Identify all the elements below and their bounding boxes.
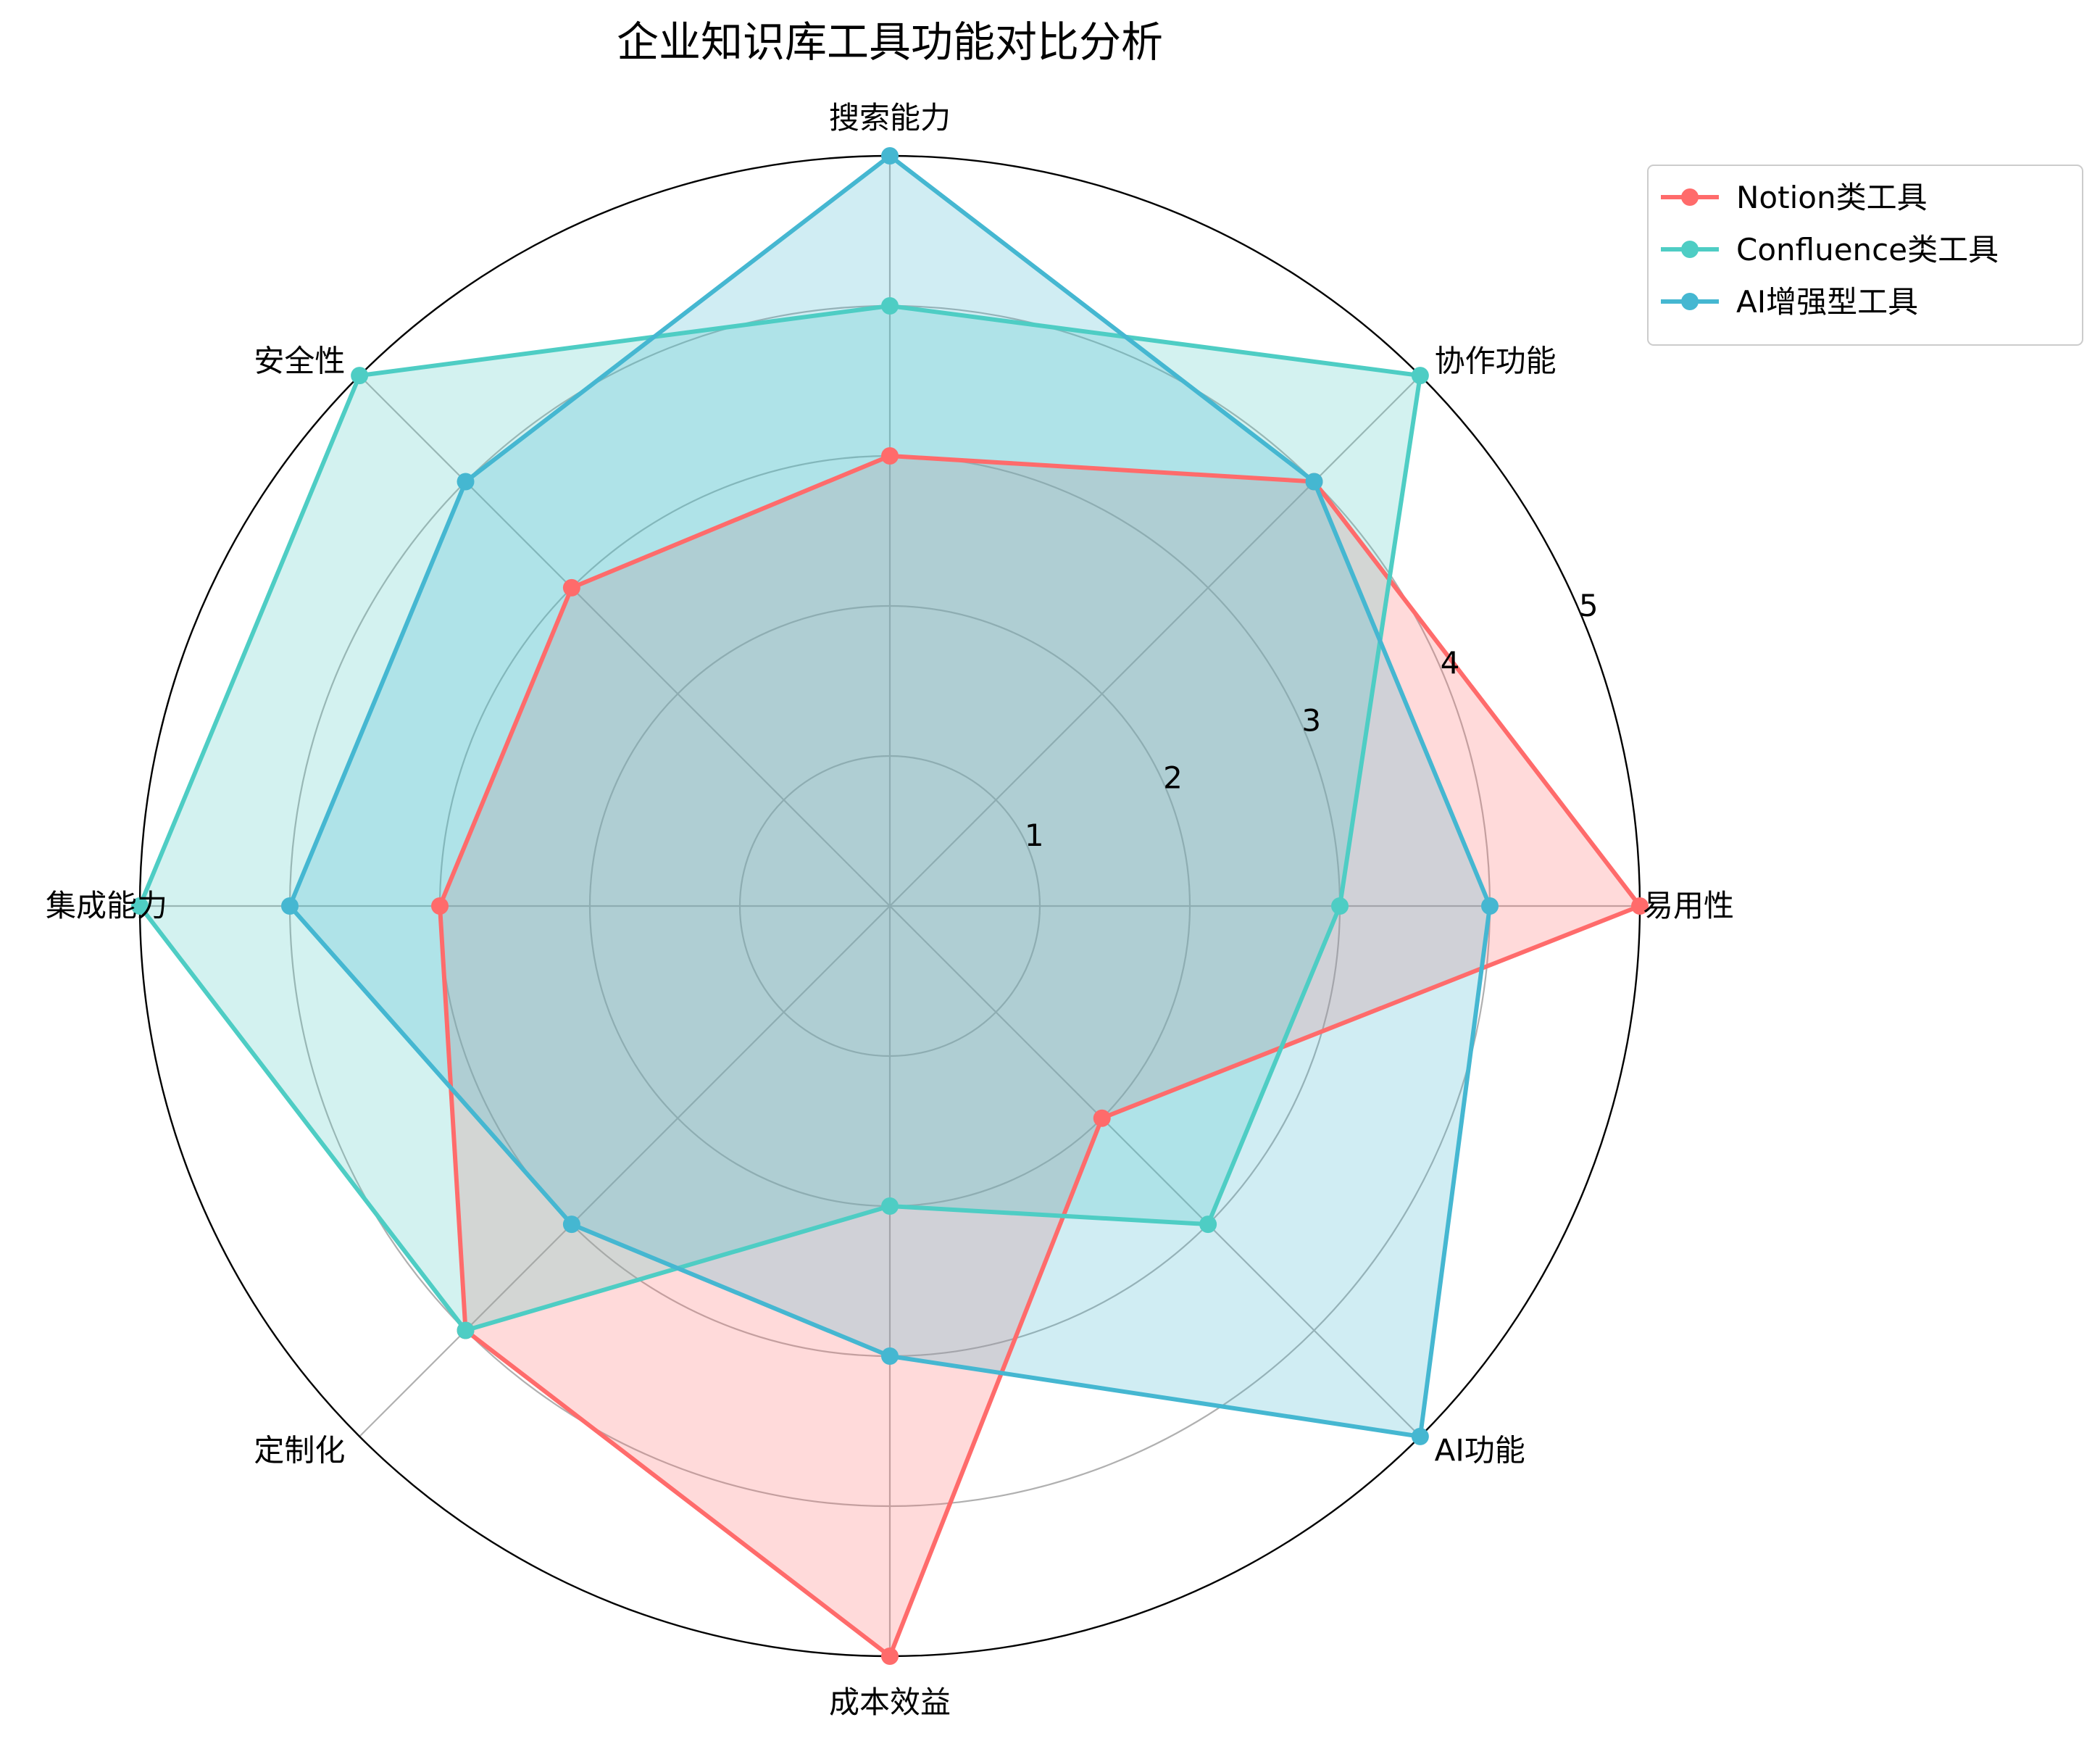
legend-swatch-marker — [1681, 241, 1699, 258]
series-area-0 — [440, 456, 1640, 1656]
radar-series — [131, 147, 1649, 1665]
series-point-2-5 — [562, 1216, 580, 1234]
legend-label: Notion类工具 — [1736, 180, 1928, 215]
series-point-0-2 — [881, 447, 899, 465]
series-point-0-0 — [1631, 897, 1649, 915]
series-point-2-4 — [281, 897, 299, 915]
category-label: 定制化 — [254, 1433, 345, 1468]
series-point-1-6 — [881, 1197, 899, 1215]
series-point-0-3 — [562, 578, 580, 597]
category-label: 搜索能力 — [829, 100, 951, 136]
series-point-0-6 — [881, 1647, 899, 1665]
category-label: 集成能力 — [46, 888, 167, 923]
series-point-1-3 — [351, 367, 369, 385]
legend-frame — [1647, 165, 2083, 346]
category-label: AI功能 — [1435, 1433, 1525, 1468]
category-label: 安全性 — [254, 343, 345, 378]
series-point-1-7 — [1199, 1216, 1217, 1234]
r-tick-label: 2 — [1163, 760, 1183, 796]
legend-label: Confluence类工具 — [1736, 232, 1999, 267]
grid-spoke — [359, 375, 891, 907]
series-point-1-0 — [1331, 897, 1349, 915]
series-point-2-2 — [881, 147, 899, 165]
legend-label: AI增强型工具 — [1736, 284, 1918, 320]
category-label: 协作功能 — [1435, 343, 1557, 378]
r-tick-label: 5 — [1579, 588, 1599, 623]
r-tick-label: 3 — [1301, 702, 1321, 738]
category-label: 易用性 — [1643, 888, 1734, 923]
series-point-2-3 — [457, 473, 475, 491]
r-tick-label: 1 — [1025, 818, 1044, 853]
series-point-1-2 — [881, 297, 899, 315]
legend-swatch-marker — [1681, 188, 1699, 206]
r-tick-label: 4 — [1441, 645, 1460, 681]
series-point-1-1 — [1411, 367, 1429, 385]
series-point-2-6 — [881, 1347, 899, 1365]
legend: Notion类工具 Confluence类工具 AI增强型工具 — [1647, 165, 2083, 346]
legend-swatch-marker — [1681, 293, 1699, 310]
series-point-0-4 — [431, 897, 449, 915]
grid-spoke — [889, 375, 1421, 907]
series-point-2-7 — [1411, 1427, 1429, 1445]
grid-spoke — [889, 905, 1421, 1437]
chart-title: 企业知识库工具功能对比分析 — [617, 17, 1163, 67]
series-point-1-5 — [457, 1321, 475, 1339]
series-point-2-1 — [1305, 473, 1323, 491]
series-area-1 — [140, 306, 1420, 1331]
series-point-1-4 — [131, 897, 149, 915]
grid-spoke — [359, 905, 891, 1437]
series-point-2-0 — [1481, 897, 1499, 915]
category-label: 成本效益 — [829, 1684, 951, 1720]
series-point-0-7 — [1093, 1109, 1111, 1127]
